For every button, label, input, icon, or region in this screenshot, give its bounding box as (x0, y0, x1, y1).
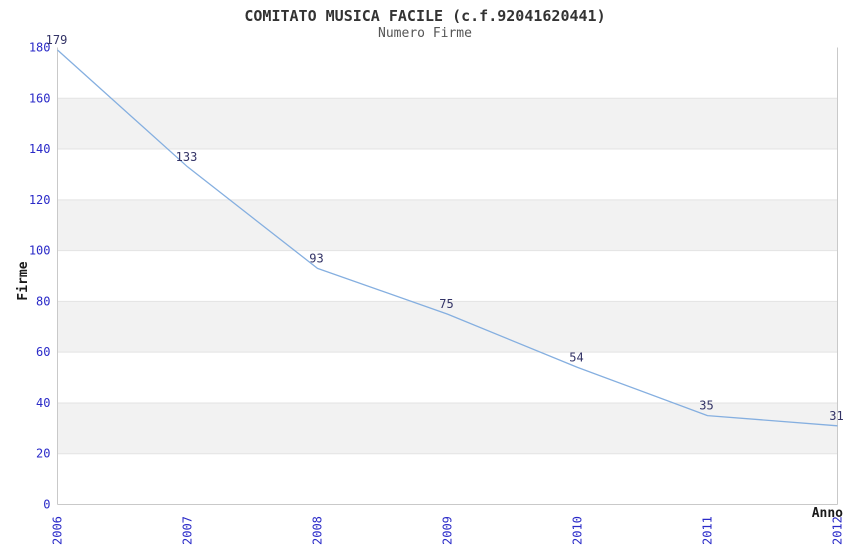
y-tick-label: 160 (29, 91, 51, 105)
point-value-label: 75 (439, 297, 453, 311)
x-tick-label: 2011 (701, 516, 715, 545)
point-value-label: 35 (699, 399, 713, 413)
y-tick-label: 20 (36, 447, 50, 461)
y-tick-label: 180 (29, 41, 51, 55)
x-tick-label: 2007 (181, 516, 195, 545)
chart-subtitle: Numero Firme (378, 26, 472, 41)
y-axis-title: Firme (16, 261, 31, 300)
grid-band (57, 199, 838, 251)
y-tick-label: 80 (36, 294, 50, 308)
point-value-label: 93 (309, 251, 323, 265)
x-tick-label: 2009 (441, 516, 455, 545)
x-tick-label: 2008 (311, 516, 325, 545)
y-tick-label: 0 (43, 498, 50, 512)
point-value-label: 133 (176, 150, 198, 164)
grid-band (57, 98, 838, 150)
point-value-label: 179 (46, 33, 68, 47)
grid-band (57, 301, 838, 353)
y-tick-label: 40 (36, 396, 50, 410)
y-tick-label: 60 (36, 345, 50, 359)
y-tick-label: 120 (29, 193, 51, 207)
x-tick-label: 2010 (571, 516, 585, 545)
series-line (57, 49, 838, 427)
grid-band (57, 402, 838, 454)
chart-title: COMITATO MUSICA FACILE (c.f.92041620441) (244, 7, 606, 25)
point-value-label: 31 (829, 409, 843, 423)
point-value-label: 54 (569, 350, 583, 364)
x-axis-title: Anno (812, 506, 843, 521)
x-tick-label: 2012 (831, 516, 845, 545)
y-tick-label: 100 (29, 244, 51, 258)
x-tick-label: 2006 (51, 516, 65, 545)
y-tick-label: 140 (29, 142, 51, 156)
